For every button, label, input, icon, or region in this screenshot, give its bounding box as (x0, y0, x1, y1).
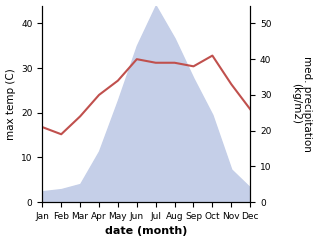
Y-axis label: max temp (C): max temp (C) (5, 68, 16, 140)
X-axis label: date (month): date (month) (105, 227, 187, 236)
Y-axis label: med. precipitation
(kg/m2): med. precipitation (kg/m2) (291, 56, 313, 152)
